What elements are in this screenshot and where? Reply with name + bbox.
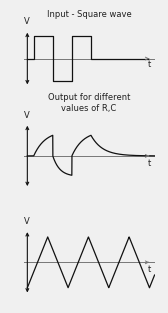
Text: t: t <box>148 60 151 69</box>
Text: t: t <box>148 159 151 167</box>
Text: V: V <box>24 17 30 26</box>
Text: V: V <box>24 217 30 226</box>
Text: t: t <box>148 265 151 274</box>
Text: V: V <box>24 111 30 120</box>
Title: Input - Square wave: Input - Square wave <box>47 10 131 19</box>
Title: Output for different
values of R,C: Output for different values of R,C <box>48 93 130 113</box>
